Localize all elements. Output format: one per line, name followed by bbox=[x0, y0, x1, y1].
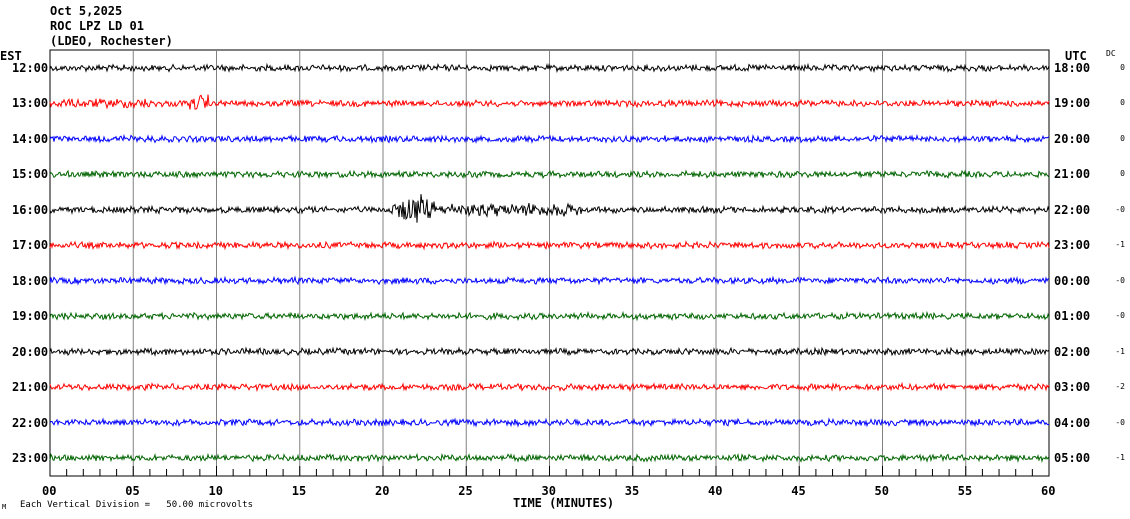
utc-time-label: 20:00 bbox=[1054, 131, 1091, 146]
x-tick-label: 30 bbox=[541, 484, 556, 498]
est-time-label: 13:00 bbox=[12, 96, 49, 111]
utc-time-label: 19:00 bbox=[1054, 96, 1091, 111]
x-tick-label: 20 bbox=[375, 484, 390, 498]
est-time-label: 15:00 bbox=[12, 167, 49, 182]
dc-offset-value: -1 bbox=[1115, 240, 1125, 250]
utc-time-label: 05:00 bbox=[1054, 450, 1091, 465]
dc-offset-value: -0 bbox=[1115, 204, 1125, 214]
x-tick-label: 10 bbox=[208, 484, 223, 498]
x-tick-label: 60 bbox=[1041, 484, 1056, 498]
utc-time-label: 22:00 bbox=[1054, 202, 1091, 217]
est-time-label: 12:00 bbox=[12, 61, 49, 75]
dc-offset-value: -2 bbox=[1115, 382, 1125, 392]
est-time-label: 19:00 bbox=[12, 309, 49, 324]
scale-note: Each Vertical Division = 50.00 microvolt… bbox=[20, 500, 253, 510]
station-label: ROC LPZ LD 01 bbox=[50, 19, 144, 33]
utc-time-label: 03:00 bbox=[1054, 380, 1091, 395]
seismic-trace bbox=[49, 381, 1050, 393]
dc-offset-value: -1 bbox=[1115, 452, 1125, 462]
x-tick-label: 15 bbox=[291, 484, 307, 498]
x-tick-label: 35 bbox=[624, 484, 640, 498]
utc-axis-title: UTC bbox=[1065, 49, 1087, 63]
date-label: Oct 5,2025 bbox=[50, 4, 123, 18]
seismic-trace bbox=[49, 133, 1050, 145]
dc-offset-value: 0 bbox=[1120, 98, 1125, 108]
network-label: (LDEO, Rochester) bbox=[50, 34, 173, 48]
seismic-trace bbox=[49, 310, 1050, 322]
est-time-label: 16:00 bbox=[12, 202, 49, 217]
utc-time-label: 04:00 bbox=[1054, 415, 1091, 430]
est-time-label: 23:00 bbox=[12, 450, 49, 465]
seismic-trace bbox=[49, 194, 1050, 223]
est-time-label: 14:00 bbox=[12, 131, 49, 146]
dc-offset-value: -0 bbox=[1115, 311, 1125, 321]
utc-time-label: 00:00 bbox=[1054, 273, 1091, 288]
logo-mark: M bbox=[2, 503, 7, 511]
seismic-trace bbox=[49, 62, 1050, 74]
seismic-trace bbox=[49, 275, 1050, 286]
x-tick-label: 55 bbox=[957, 484, 973, 498]
dc-offset-value: 0 bbox=[1120, 63, 1125, 72]
utc-time-label: 01:00 bbox=[1054, 309, 1091, 324]
est-time-label: 20:00 bbox=[12, 344, 49, 359]
est-time-label: 21:00 bbox=[12, 380, 49, 395]
utc-time-label: 21:00 bbox=[1054, 167, 1091, 182]
est-axis-title: EST bbox=[0, 49, 22, 63]
seismic-trace bbox=[49, 169, 1050, 180]
utc-time-label: 02:00 bbox=[1054, 344, 1091, 359]
est-time-label: 18:00 bbox=[12, 273, 49, 288]
x-tick-label: 50 bbox=[874, 484, 889, 498]
dc-offset-value: -0 bbox=[1115, 417, 1125, 427]
est-time-label: 22:00 bbox=[12, 415, 49, 430]
seismic-trace bbox=[49, 94, 1050, 110]
seismic-trace bbox=[49, 452, 1050, 463]
est-time-label: 17:00 bbox=[12, 238, 49, 253]
dc-title: DC bbox=[1106, 49, 1116, 58]
seismic-trace bbox=[49, 240, 1050, 251]
utc-time-label: 23:00 bbox=[1054, 238, 1091, 253]
seismic-trace bbox=[49, 417, 1049, 428]
x-tick-label: 40 bbox=[708, 484, 723, 498]
x-tick-label: 05 bbox=[125, 484, 140, 498]
dc-offset-value: -1 bbox=[1115, 346, 1125, 356]
utc-time-label: 18:00 bbox=[1054, 61, 1091, 75]
dc-offset-value: -0 bbox=[1115, 275, 1125, 285]
x-tick-label: 25 bbox=[458, 484, 473, 498]
x-axis-label: TIME (MINUTES) bbox=[513, 496, 615, 510]
x-tick-label: 00 bbox=[42, 484, 57, 498]
dc-offset-value: 0 bbox=[1120, 169, 1125, 179]
dc-offset-value: 0 bbox=[1120, 133, 1125, 143]
x-tick-label: 45 bbox=[791, 484, 806, 498]
seismic-trace bbox=[49, 346, 1050, 357]
